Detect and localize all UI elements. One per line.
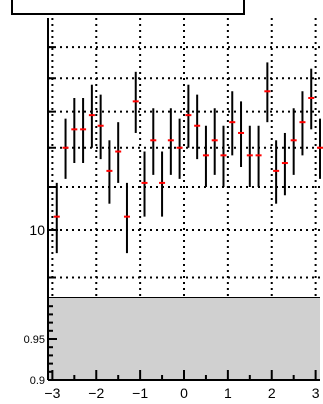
x-tick-label: −1 <box>132 385 148 401</box>
ratio-y-tick-label: 0.9 <box>30 375 45 387</box>
legend-box <box>11 0 245 15</box>
x-tick-label: 1 <box>224 385 232 401</box>
x-tick-label: 3 <box>312 385 320 401</box>
x-tick-label: 2 <box>268 385 276 401</box>
x-tick-label: 0 <box>180 385 188 401</box>
x-tick-label: −3 <box>44 385 60 401</box>
x-tick-label: −2 <box>88 385 104 401</box>
ratio-band <box>48 298 320 380</box>
main-grid <box>48 18 320 298</box>
ratio-ticks: −3 −2 −1 0 1 2 3 0.9 0.95 <box>24 305 320 401</box>
ratio-panel: −3 −2 −1 0 1 2 3 0.9 0.95 <box>24 298 320 401</box>
legend-frame <box>11 0 245 15</box>
main-data-points <box>53 62 323 254</box>
ratio-y-tick-label: 0.95 <box>24 334 45 346</box>
main-panel: 10 <box>29 18 323 299</box>
y-tick-label: 10 <box>29 222 45 238</box>
